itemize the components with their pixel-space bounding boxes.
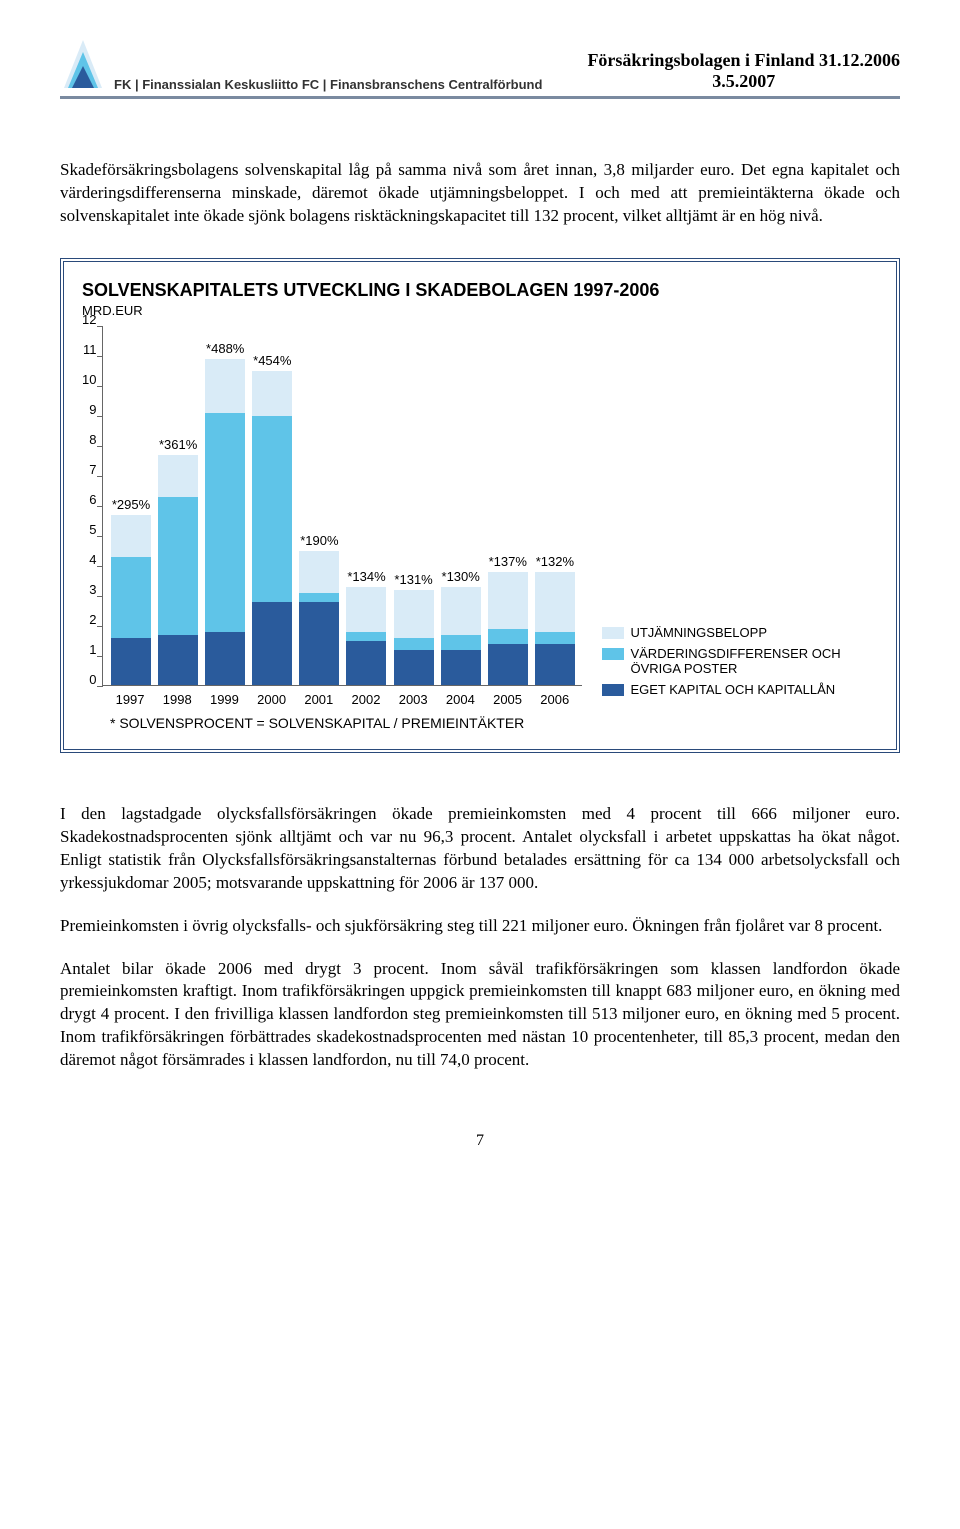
paragraph: Skadeförsäkringsbolagens solvenskapital …	[60, 159, 900, 228]
bar-column: *295%	[111, 515, 151, 686]
bar-segment-top	[299, 551, 339, 593]
bar-top-label: *454%	[253, 353, 291, 367]
bar-segment-mid	[252, 416, 292, 602]
legend-item: EGET KAPITAL OCH KAPITALLÅN	[602, 682, 878, 697]
bar-column: *132%	[535, 572, 575, 686]
bar-top-label: *132%	[536, 554, 574, 568]
bar-segment-top	[252, 371, 292, 416]
bar-segment-mid	[299, 593, 339, 602]
bar-top-label: *134%	[347, 569, 385, 583]
org-name: FK | Finanssialan Keskusliitto FC | Fina…	[114, 77, 542, 92]
x-tick-label: 1997	[110, 692, 150, 707]
bar-segment-bottom	[535, 644, 575, 686]
bar-top-label: *295%	[112, 497, 150, 511]
chart-title: SOLVENSKAPITALETS UTVECKLING I SKADEBOLA…	[82, 280, 878, 301]
bar-segment-bottom	[252, 602, 292, 686]
bar-segment-mid	[488, 629, 528, 644]
bar-segment-top	[158, 455, 198, 497]
paragraph: I den lagstadgade olycksfallsförsäkringe…	[60, 803, 900, 895]
body-text: I den lagstadgade olycksfallsförsäkringe…	[60, 803, 900, 1072]
page-number: 7	[60, 1132, 900, 1150]
legend-swatch-icon	[602, 627, 624, 639]
legend-label: VÄRDERINGSDIFFERENSER OCH ÖVRIGA POSTER	[630, 646, 878, 676]
solvency-chart: SOLVENSKAPITALETS UTVECKLING I SKADEBOLA…	[60, 258, 900, 753]
legend-swatch-icon	[602, 648, 624, 660]
bar-segment-mid	[158, 497, 198, 635]
bar-column: *137%	[488, 572, 528, 686]
header-divider	[60, 96, 900, 99]
org-logo-icon	[60, 40, 106, 92]
bar-segment-mid	[394, 638, 434, 650]
bar-segment-bottom	[111, 638, 151, 686]
bar-column: *488%	[205, 359, 245, 686]
bar-top-label: *361%	[159, 437, 197, 451]
bar-top-label: *190%	[300, 533, 338, 547]
legend-label: UTJÄMNINGSBELOPP	[630, 625, 767, 640]
bar-column: *134%	[346, 587, 386, 686]
bar-top-label: *488%	[206, 341, 244, 355]
bar-top-label: *130%	[442, 569, 480, 583]
bar-segment-top	[441, 587, 481, 635]
chart-subtitle: MRD.EUR	[82, 303, 878, 318]
doc-title: Försäkringsbolagen i Finland 31.12.2006	[587, 50, 900, 71]
logo-area: FK | Finanssialan Keskusliitto FC | Fina…	[60, 40, 542, 92]
legend-item: UTJÄMNINGSBELOPP	[602, 625, 878, 640]
x-tick-label: 2005	[488, 692, 528, 707]
bar-segment-top	[535, 572, 575, 632]
body-text: Skadeförsäkringsbolagens solvenskapital …	[60, 159, 900, 228]
bar-segment-top	[111, 515, 151, 557]
bar-segment-bottom	[205, 632, 245, 686]
bar-segment-bottom	[158, 635, 198, 686]
bar-segment-mid	[535, 632, 575, 644]
bar-segment-bottom	[299, 602, 339, 686]
bar-column: *131%	[394, 590, 434, 686]
bar-top-label: *137%	[489, 554, 527, 568]
chart-footnote: * SOLVENSPROCENT = SOLVENSKAPITAL / PREM…	[110, 715, 878, 731]
chart-x-axis: 1997 1998 1999 2000 2001 2002 2003 2004 2005 2006	[102, 686, 582, 707]
bar-segment-bottom	[394, 650, 434, 686]
document-title-block: Försäkringsbolagen i Finland 31.12.2006 …	[587, 50, 900, 92]
doc-date: 3.5.2007	[587, 71, 900, 92]
bar-segment-bottom	[488, 644, 528, 686]
x-tick-label: 2006	[535, 692, 575, 707]
x-tick-label: 1999	[204, 692, 244, 707]
bar-column: *190%	[299, 551, 339, 686]
legend-swatch-icon	[602, 684, 624, 696]
legend-item: VÄRDERINGSDIFFERENSER OCH ÖVRIGA POSTER	[602, 646, 878, 676]
paragraph: Premieinkomsten i övrig olycksfalls- och…	[60, 915, 900, 938]
x-tick-label: 2001	[299, 692, 339, 707]
bar-segment-top	[346, 587, 386, 632]
paragraph: Antalet bilar ökade 2006 med drygt 3 pro…	[60, 958, 900, 1073]
x-tick-label: 2000	[252, 692, 292, 707]
bar-top-label: *131%	[394, 572, 432, 586]
page-header: FK | Finanssialan Keskusliitto FC | Fina…	[60, 40, 900, 92]
x-tick-label: 2004	[440, 692, 480, 707]
bar-segment-top	[205, 359, 245, 413]
bar-segment-mid	[205, 413, 245, 632]
bar-segment-bottom	[346, 641, 386, 686]
bar-segment-mid	[441, 635, 481, 650]
bar-column: *454%	[252, 371, 292, 686]
bar-segment-mid	[346, 632, 386, 641]
x-tick-label: 1998	[157, 692, 197, 707]
x-tick-label: 2003	[393, 692, 433, 707]
bar-column: *361%	[158, 455, 198, 686]
legend-label: EGET KAPITAL OCH KAPITALLÅN	[630, 682, 835, 697]
bar-column: *130%	[441, 587, 481, 686]
bar-segment-top	[488, 572, 528, 629]
bar-segment-top	[394, 590, 434, 638]
chart-plot-area: *295%*361%*488%*454%*190%*134%*131%*130%…	[102, 326, 582, 686]
chart-legend: UTJÄMNINGSBELOPP VÄRDERINGSDIFFERENSER O…	[602, 326, 878, 707]
bar-segment-bottom	[441, 650, 481, 686]
bar-segment-mid	[111, 557, 151, 638]
x-tick-label: 2002	[346, 692, 386, 707]
